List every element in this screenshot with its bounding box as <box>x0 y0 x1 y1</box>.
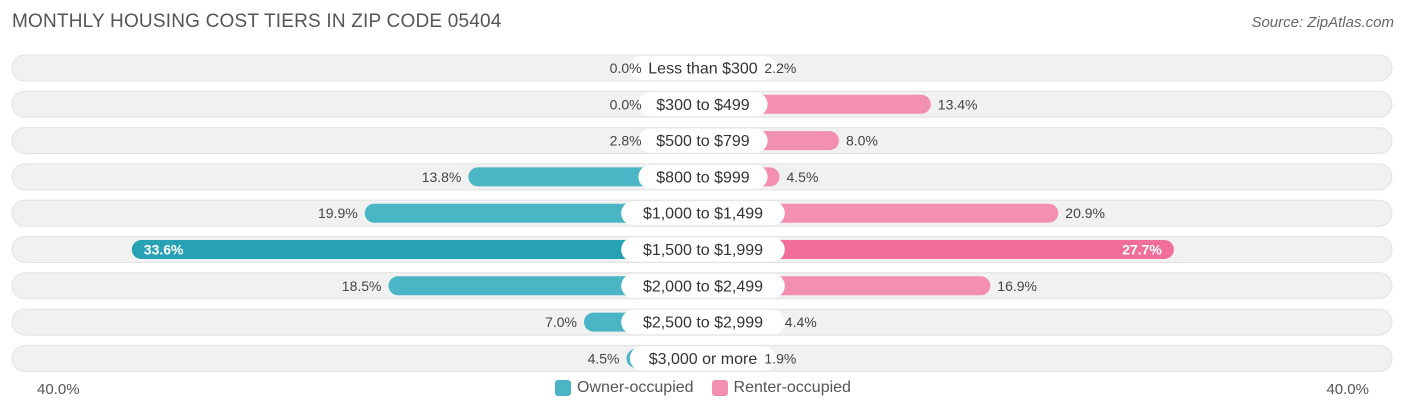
bar-row: $1,500 to $1,999 33.6% 27.7% <box>11 236 1393 263</box>
owner-bar <box>364 203 703 223</box>
renter-value-label: 2.2% <box>764 60 796 76</box>
owner-value-label: 0.0% <box>610 96 642 112</box>
renter-bar <box>703 240 1174 259</box>
axis-right-label: 40.0% <box>1326 381 1369 398</box>
bar-row: $2,500 to $2,999 7.0% 4.4% <box>11 308 1393 336</box>
category-label: $500 to $799 <box>656 133 750 150</box>
owner-value-label: 13.8% <box>422 169 462 185</box>
category-pill <box>621 310 785 335</box>
source-note: Source: ZipAtlas.com <box>1251 14 1394 31</box>
owner-value-label: 4.5% <box>588 350 620 366</box>
category-label: $300 to $499 <box>656 97 750 114</box>
category-pill <box>638 164 768 189</box>
category-label: $800 to $999 <box>656 169 750 186</box>
legend: Owner-occupied Renter-occupied <box>0 379 1406 397</box>
owner-value-label: 2.8% <box>610 133 642 149</box>
renter-value-label: 8.0% <box>846 133 878 149</box>
legend-renter[interactable]: Renter-occupied <box>711 379 851 397</box>
category-label: $3,000 or more <box>649 351 758 368</box>
renter-value-label: 27.7% <box>1122 242 1162 258</box>
category-label: Less than $300 <box>648 61 758 78</box>
bar-row: $800 to $999 13.8% 4.5% <box>11 163 1393 191</box>
owner-value-label: 0.0% <box>610 60 642 76</box>
bar-row: $500 to $799 2.8% 8.0% <box>11 127 1393 155</box>
renter-bar <box>703 203 1059 223</box>
category-label: $1,500 to $1,999 <box>643 242 763 259</box>
category-label: $2,000 to $2,499 <box>643 278 763 295</box>
bar-row: $2,000 to $2,499 18.5% 16.9% <box>11 272 1393 300</box>
category-pill <box>621 273 785 298</box>
legend-owner-swatch <box>555 380 572 396</box>
category-pill <box>629 56 777 80</box>
axis-left-label: 40.0% <box>37 381 80 398</box>
legend-renter-label: Renter-occupied <box>733 379 851 396</box>
category-pill <box>638 92 768 117</box>
owner-value-label: 33.6% <box>144 242 184 258</box>
bar-row: $300 to $499 0.0% 13.4% <box>11 90 1393 118</box>
renter-value-label: 1.9% <box>764 350 796 366</box>
legend-renter-swatch <box>711 380 728 396</box>
owner-value-label: 7.0% <box>545 314 577 330</box>
bar-row: $3,000 or more 4.5% 1.9% <box>11 344 1393 372</box>
renter-value-label: 4.5% <box>787 169 819 185</box>
owner-value-label: 19.9% <box>318 205 358 221</box>
category-label: $1,000 to $1,499 <box>643 206 763 223</box>
chart-title: MONTHLY HOUSING COST TIERS IN ZIP CODE 0… <box>12 11 502 32</box>
category-pill <box>629 346 777 371</box>
legend-owner[interactable]: Owner-occupied <box>555 379 694 397</box>
renter-value-label: 13.4% <box>938 96 978 112</box>
category-pill <box>621 201 785 226</box>
category-pill <box>621 237 785 262</box>
owner-bar <box>131 240 704 259</box>
category-pill <box>638 128 768 153</box>
category-label: $2,500 to $2,999 <box>643 315 763 332</box>
renter-value-label: 16.9% <box>997 278 1037 294</box>
renter-value-label: 20.9% <box>1065 205 1105 221</box>
owner-value-label: 18.5% <box>342 278 382 294</box>
renter-value-label: 4.4% <box>785 314 817 330</box>
legend-owner-label: Owner-occupied <box>577 379 694 396</box>
bar-row: Less than $300 0.0% 2.2% <box>11 54 1393 82</box>
bar-row: $1,000 to $1,499 19.9% 20.9% <box>11 199 1393 227</box>
